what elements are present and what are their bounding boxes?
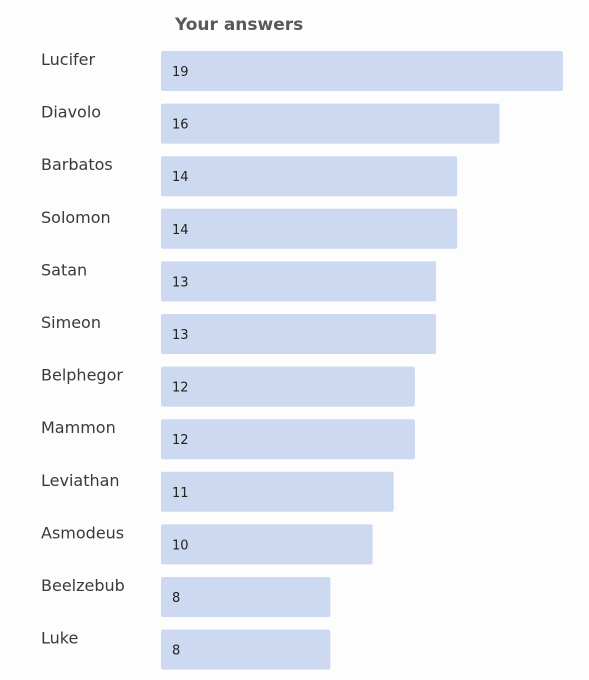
bar-satan <box>161 261 437 302</box>
bar-simeon <box>161 314 437 354</box>
bar-solomon <box>161 208 458 249</box>
category-label-diavolo: Diavolo <box>41 103 101 122</box>
category-label-barbatos: Barbatos <box>41 155 113 174</box>
category-label-mammon: Mammon <box>41 418 116 437</box>
value-label-satan: 13 <box>172 275 189 290</box>
category-label-lucifer: Lucifer <box>41 50 95 69</box>
category-label-leviathan: Leviathan <box>41 471 120 490</box>
category-label-simeon: Simeon <box>41 313 101 332</box>
bar-diavolo <box>161 103 500 144</box>
category-label-beelzebub: Beelzebub <box>41 576 125 595</box>
value-label-belphegor: 12 <box>172 381 189 396</box>
category-label-solomon: Solomon <box>41 208 111 227</box>
bar-lucifer <box>161 51 563 91</box>
value-label-simeon: 13 <box>172 328 189 343</box>
bar-belphegor <box>161 366 415 407</box>
bar-leviathan <box>161 471 394 512</box>
value-label-asmodeus: 10 <box>172 538 189 553</box>
value-label-luke: 8 <box>172 644 180 659</box>
value-label-mammon: 12 <box>172 433 189 448</box>
value-label-lucifer: 19 <box>172 65 189 80</box>
bar-luke <box>161 629 331 670</box>
bar-barbatos <box>161 156 458 197</box>
bar-asmodeus <box>161 524 373 565</box>
bar-mammon <box>161 419 415 460</box>
value-label-diavolo: 16 <box>172 118 189 133</box>
chart-title: Your answers <box>174 15 303 35</box>
category-label-luke: Luke <box>41 629 78 648</box>
bar-group: Lucifer 19 Diavolo 16 Barbatos 14 Solomon 14 Sat… <box>41 50 563 670</box>
value-label-solomon: 14 <box>172 223 189 238</box>
value-label-barbatos: 14 <box>172 170 189 185</box>
category-label-satan: Satan <box>41 260 87 279</box>
bar-beelzebub <box>161 577 331 617</box>
category-label-belphegor: Belphegor <box>41 366 123 385</box>
value-label-leviathan: 11 <box>172 486 189 501</box>
category-label-asmodeus: Asmodeus <box>41 523 124 542</box>
value-label-beelzebub: 8 <box>172 591 180 606</box>
